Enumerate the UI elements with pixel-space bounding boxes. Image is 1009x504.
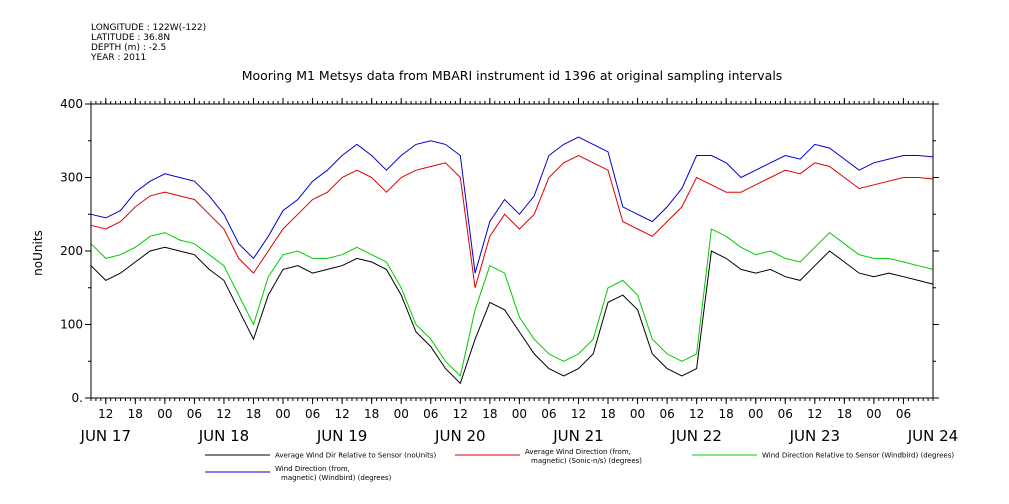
- legend-label-4-line-2: magnetic) (Windbird) (degrees): [281, 474, 392, 482]
- x-day-label: JUN 21: [552, 427, 603, 445]
- x-day-label: JUN 17: [80, 427, 131, 445]
- x-day-label: JUN 18: [198, 427, 249, 445]
- x-tick-label: 18: [128, 407, 143, 421]
- x-tick-label: 12: [807, 407, 822, 421]
- x-tick-label: 12: [334, 407, 349, 421]
- x-tick-label: 12: [453, 407, 468, 421]
- y-tick-label: 300: [60, 171, 83, 185]
- x-day-label: JUN 23: [789, 427, 840, 445]
- x-tick-label: 12: [689, 407, 704, 421]
- x-tick-label: 06: [305, 407, 320, 421]
- y-tick-label: 200: [60, 244, 83, 258]
- header-longitude: LONGITUDE : 122W(-122): [91, 23, 206, 33]
- x-tick-label: 00: [157, 407, 172, 421]
- series-line-4: [90, 136, 934, 274]
- x-tick-label: 00: [748, 407, 763, 421]
- series-line-2: [90, 154, 934, 288]
- x-day-label: JUN 24: [907, 427, 958, 445]
- x-tick-label: 18: [719, 407, 734, 421]
- series-line-3: [90, 228, 934, 377]
- x-tick-label: 06: [659, 407, 674, 421]
- legend-label-2-line-2: magnetic) (Sonic-n/s) (degrees): [531, 457, 642, 465]
- header-info: LONGITUDE : 122W(-122) LATITUDE : 36.8N …: [90, 23, 206, 63]
- x-tick-label: 12: [571, 407, 586, 421]
- x-tick-label: 06: [778, 407, 793, 421]
- legend-label-4: Wind Direction (from,: [275, 465, 350, 473]
- x-tick-label: 06: [541, 407, 556, 421]
- legend-label-3: Wind Direction Relative to Sensor (Windb…: [762, 452, 954, 460]
- x-tick-label: 00: [275, 407, 290, 421]
- x-tick-label: 18: [364, 407, 379, 421]
- chart-title: Mooring M1 Metsys data from MBARI instru…: [242, 68, 783, 83]
- x-tick-label: 00: [630, 407, 645, 421]
- y-tick-label: 100: [60, 318, 83, 332]
- y-axis-label: noUnits: [31, 230, 45, 276]
- axis-layer: 0. 100 200 300 400 12 18 00 06 12 18 00 06 12 18 00 06 12…: [60, 97, 958, 445]
- x-day-label: JUN 20: [434, 427, 485, 445]
- x-tick-label: 18: [482, 407, 497, 421]
- x-tick-label: 18: [246, 407, 261, 421]
- x-tick-label: 18: [837, 407, 852, 421]
- header-year: YEAR : 2011: [90, 53, 146, 63]
- header-depth: DEPTH (m) : -2.5: [91, 43, 166, 53]
- x-tick-label: 00: [866, 407, 881, 421]
- series-line-1: [90, 246, 934, 385]
- x-tick-label: 00: [394, 407, 409, 421]
- x-day-label: JUN 22: [670, 427, 721, 445]
- x-tick-label: 06: [896, 407, 911, 421]
- x-tick-label: 18: [600, 407, 615, 421]
- series-layer: [90, 136, 934, 385]
- legend-label-1: Average Wind Dir Relative to Sensor (noU…: [275, 452, 436, 460]
- x-tick-label: 12: [216, 407, 231, 421]
- plot-frame: [90, 103, 934, 399]
- x-tick-label: 00: [512, 407, 527, 421]
- header-latitude: LATITUDE : 36.8N: [91, 33, 170, 43]
- y-tick-label: 400: [60, 97, 83, 111]
- y-tick-label: 0.: [72, 391, 83, 405]
- x-tick-label: 06: [187, 407, 202, 421]
- x-tick-label: 06: [423, 407, 438, 421]
- x-tick-label: 12: [98, 407, 113, 421]
- legend: Average Wind Dir Relative to Sensor (noU…: [205, 448, 954, 482]
- x-day-label: JUN 19: [316, 427, 367, 445]
- legend-label-2: Average Wind Direction (from,: [525, 448, 631, 456]
